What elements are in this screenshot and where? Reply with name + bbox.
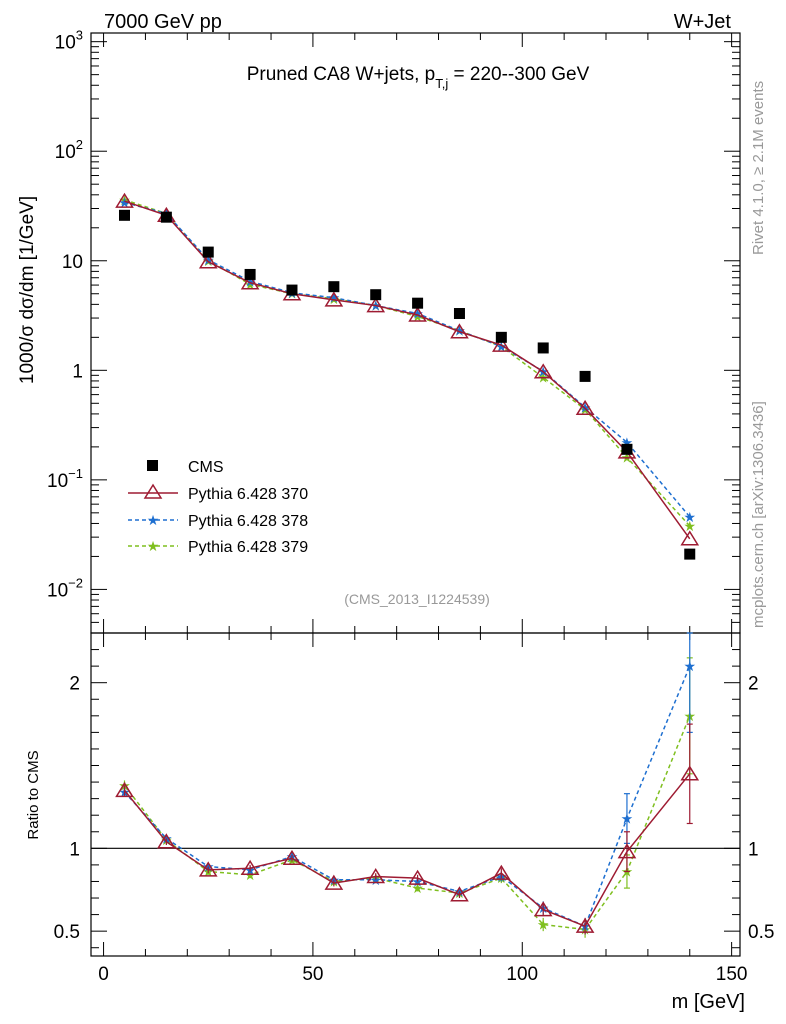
legend-p370-label: Pythia 6.428 370 <box>188 486 308 503</box>
point-p370 <box>366 297 386 313</box>
ratio-point-p370 <box>240 859 260 875</box>
x-tick-label: 50 <box>302 964 323 985</box>
point-p378: ★ <box>411 306 424 322</box>
ratio-point-p370 <box>198 861 218 877</box>
ratio-y-tick-label: 1 <box>69 839 80 860</box>
point-p379: ★ <box>453 323 466 339</box>
point-cms <box>579 370 591 382</box>
point-cms <box>537 342 549 354</box>
ratio-point-p378: ★ <box>621 811 634 827</box>
y-tick-label: 10−1 <box>47 466 83 492</box>
point-p370 <box>575 399 595 416</box>
point-cms <box>495 331 507 343</box>
point-p378: ★ <box>453 323 466 339</box>
point-p379: ★ <box>328 291 341 307</box>
legend-item-p370: Pythia 6.428 370 <box>128 483 308 503</box>
point-cms <box>286 284 298 296</box>
y-tick-label: 103 <box>55 28 83 54</box>
point-p370 <box>491 336 511 352</box>
point-cms <box>370 289 382 301</box>
ratio-y-tick-label-right: 2 <box>748 674 759 695</box>
main-series-layer: ★★★★★★★★★★★★★★★★★★★★★★★★★★★★ <box>115 192 700 560</box>
legend-p379-label: Pythia 6.428 379 <box>188 539 308 556</box>
legend-cms-marker <box>147 460 158 471</box>
ratio-ylabel: Ratio to CMS <box>25 750 42 839</box>
y-tick-label: 1 <box>72 361 83 382</box>
ratio-line-p379 <box>123 715 691 931</box>
xlabel: m [GeV] <box>672 991 745 1013</box>
ratio-point-p370 <box>575 917 595 933</box>
point-cms <box>202 246 214 258</box>
ratio-y-tick-label-right: 1 <box>748 839 759 860</box>
point-cms <box>412 297 424 309</box>
header-right: W+Jet <box>674 11 732 33</box>
ratio-point-p370 <box>282 849 302 866</box>
y-tick-label: 10−2 <box>47 575 83 601</box>
point-p370 <box>533 363 553 379</box>
legend-p378-label: Pythia 6.428 378 <box>188 513 308 530</box>
point-p378: ★ <box>683 509 696 525</box>
ratio-point-p370 <box>617 843 637 859</box>
point-p370 <box>324 291 344 307</box>
point-cms <box>684 548 696 560</box>
legend-cms-label: CMS <box>188 459 224 476</box>
legend-item-cms: CMS <box>147 459 224 476</box>
ratio-point-p370 <box>491 864 511 880</box>
ratio-point-p370 <box>450 886 469 902</box>
point-cms <box>328 281 340 293</box>
x-tick-label: 150 <box>716 964 748 985</box>
legend-item-p379: ★ Pythia 6.428 379 <box>128 538 308 556</box>
point-p370 <box>240 274 260 290</box>
ratio-point-p379: ★ <box>537 917 550 933</box>
legend-p370-marker <box>143 483 163 499</box>
ratio-series-layer: ★★★★★★★★★★★★★★★★★★★★★★★★★★★★ <box>115 632 700 938</box>
main-axis-ticks: 10−2 10−1 1 10 102 103 <box>47 28 740 634</box>
ratio-y-tick-label: 2 <box>69 674 80 695</box>
mcplots-label: mcplots.cern.ch [arXiv:1306.3436] <box>750 401 767 628</box>
main-ylabel: 1000/σ dσ/dm [1/GeV] <box>17 196 38 384</box>
point-cms <box>244 268 256 280</box>
ratio-point-p370 <box>408 869 427 885</box>
ratio-point-p370 <box>157 833 176 849</box>
point-p370 <box>115 192 134 208</box>
y-tick-label: 102 <box>55 137 83 163</box>
x-tick-label: 0 <box>98 964 109 985</box>
main-title: Pruned CA8 W+jets, pT,j = 220--300 GeV <box>247 64 590 91</box>
ratio-point-p370 <box>680 765 700 781</box>
y-tick-label: 10 <box>62 252 83 273</box>
legend-item-p378: ★ Pythia 6.428 378 <box>128 512 308 530</box>
header-left: 7000 GeV pp <box>104 11 222 33</box>
point-cms <box>621 443 633 455</box>
x-tick-label: 100 <box>506 964 538 985</box>
ratio-y-tick-label-right: 0.5 <box>748 922 774 943</box>
point-cms <box>118 209 130 221</box>
ratio-line-p370 <box>123 773 691 928</box>
point-cms <box>453 308 465 320</box>
ratio-panel-frame <box>90 632 741 957</box>
point-p370 <box>450 323 469 339</box>
rivet-label: Rivet 4.1.0, ≥ 2.1M events <box>750 81 767 255</box>
ratio-point-p370 <box>533 901 553 917</box>
ratio-line-p378 <box>123 665 691 928</box>
analysis-id: (CMS_2013_I1224539) <box>344 591 490 607</box>
ratio-y-tick-label: 0.5 <box>54 922 80 943</box>
point-p379: ★ <box>683 518 696 534</box>
point-p370 <box>680 530 700 546</box>
ratio-point-p370 <box>366 868 386 884</box>
point-p370 <box>408 306 427 322</box>
point-p378: ★ <box>328 290 341 306</box>
ratio-point-p378: ★ <box>683 658 696 674</box>
legend-p378-marker: ★ <box>147 512 160 528</box>
legend-p379-marker: ★ <box>147 538 160 554</box>
ratio-point-p370 <box>324 874 344 890</box>
point-p370 <box>198 253 218 269</box>
legend: CMS Pythia 6.428 370 ★ Pythia 6.428 378 … <box>128 459 308 556</box>
point-cms <box>160 211 172 223</box>
ratio-point-p370 <box>115 781 134 798</box>
